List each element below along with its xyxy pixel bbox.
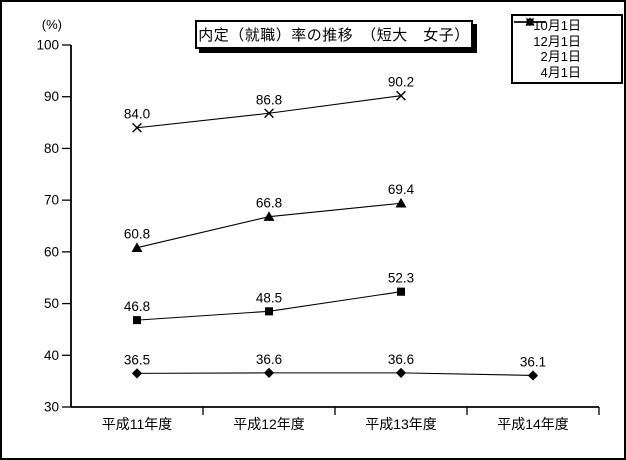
data-point-marker: [132, 316, 142, 325]
data-point-label: 69.4: [388, 182, 415, 197]
series-2月1日: 60.8 66.8 69.4: [124, 182, 415, 252]
y-tick-label: 90: [44, 89, 59, 104]
y-tick-label: 50: [44, 296, 59, 311]
data-point-marker: [396, 287, 406, 296]
x-category-label: 平成14年度: [497, 416, 569, 432]
x-category-label: 平成12年度: [233, 416, 305, 432]
legend-label: 4月1日: [540, 64, 581, 80]
data-point-label: 48.5: [256, 290, 282, 305]
series-10月1日: 36.5 36.6 36.6 36.1: [124, 352, 546, 381]
data-point-label: 60.8: [124, 227, 150, 242]
data-point-marker: [263, 367, 275, 378]
data-point-marker: [263, 211, 275, 221]
legend-label: 12月1日: [533, 33, 581, 49]
data-point-label: 36.6: [256, 352, 282, 367]
legend-item-4月1日: 4月1日: [514, 17, 617, 80]
data-point-label: 90.2: [388, 75, 414, 90]
x-marker-icon: [514, 17, 546, 27]
data-point-label: 36.5: [124, 352, 150, 367]
legend-label: 10月1日: [533, 18, 581, 34]
legend: 10月1日 12月1日 2月1日 4月1日: [511, 14, 623, 84]
series-12月1日: 46.8 48.5 52.3: [124, 271, 414, 325]
data-point-marker: [131, 368, 143, 379]
data-point-marker: [527, 370, 539, 381]
data-point-marker: [132, 122, 142, 133]
y-tick-label: 70: [44, 193, 59, 208]
data-point-marker: [264, 108, 274, 119]
x-category-label: 平成11年度: [102, 416, 173, 432]
legend-item-2月1日: 2月1日: [514, 17, 617, 65]
data-point-label: 86.8: [256, 92, 282, 107]
data-point-label: 46.8: [124, 299, 150, 314]
y-tick-label: 60: [44, 244, 59, 259]
data-point-label: 84.0: [124, 107, 150, 122]
data-point-marker: [396, 90, 406, 101]
series-line: [136, 372, 534, 377]
data-point-marker: [131, 242, 143, 252]
legend-label: 2月1日: [540, 49, 581, 65]
y-tick-label: 80: [44, 141, 59, 156]
data-point-label: 36.6: [388, 352, 414, 367]
y-tick-label: 30: [44, 400, 59, 415]
chart-title: 内定（就職）率の推移 （短大 女子）: [195, 20, 473, 49]
y-tick-label: 40: [44, 348, 59, 363]
axes: 30 40 50 60 70 80 90 100 (%) 平成11年度 平成12年度 平成13年度 平成…: [36, 17, 600, 432]
series-4月1日: 84.0 86.8 90.2: [124, 75, 414, 133]
data-point-marker: [264, 307, 274, 316]
legend-item-12月1日: 12月1日: [514, 18, 617, 49]
y-axis-unit-label: (%): [42, 17, 62, 32]
data-point-label: 36.1: [520, 354, 546, 369]
data-point-marker: [395, 197, 407, 208]
data-point-marker: [395, 367, 407, 378]
data-point-label: 52.3: [388, 271, 414, 286]
data-point-label: 66.8: [256, 196, 282, 211]
y-tick-label: 100: [36, 38, 59, 53]
x-category-label: 平成13年度: [365, 416, 437, 432]
